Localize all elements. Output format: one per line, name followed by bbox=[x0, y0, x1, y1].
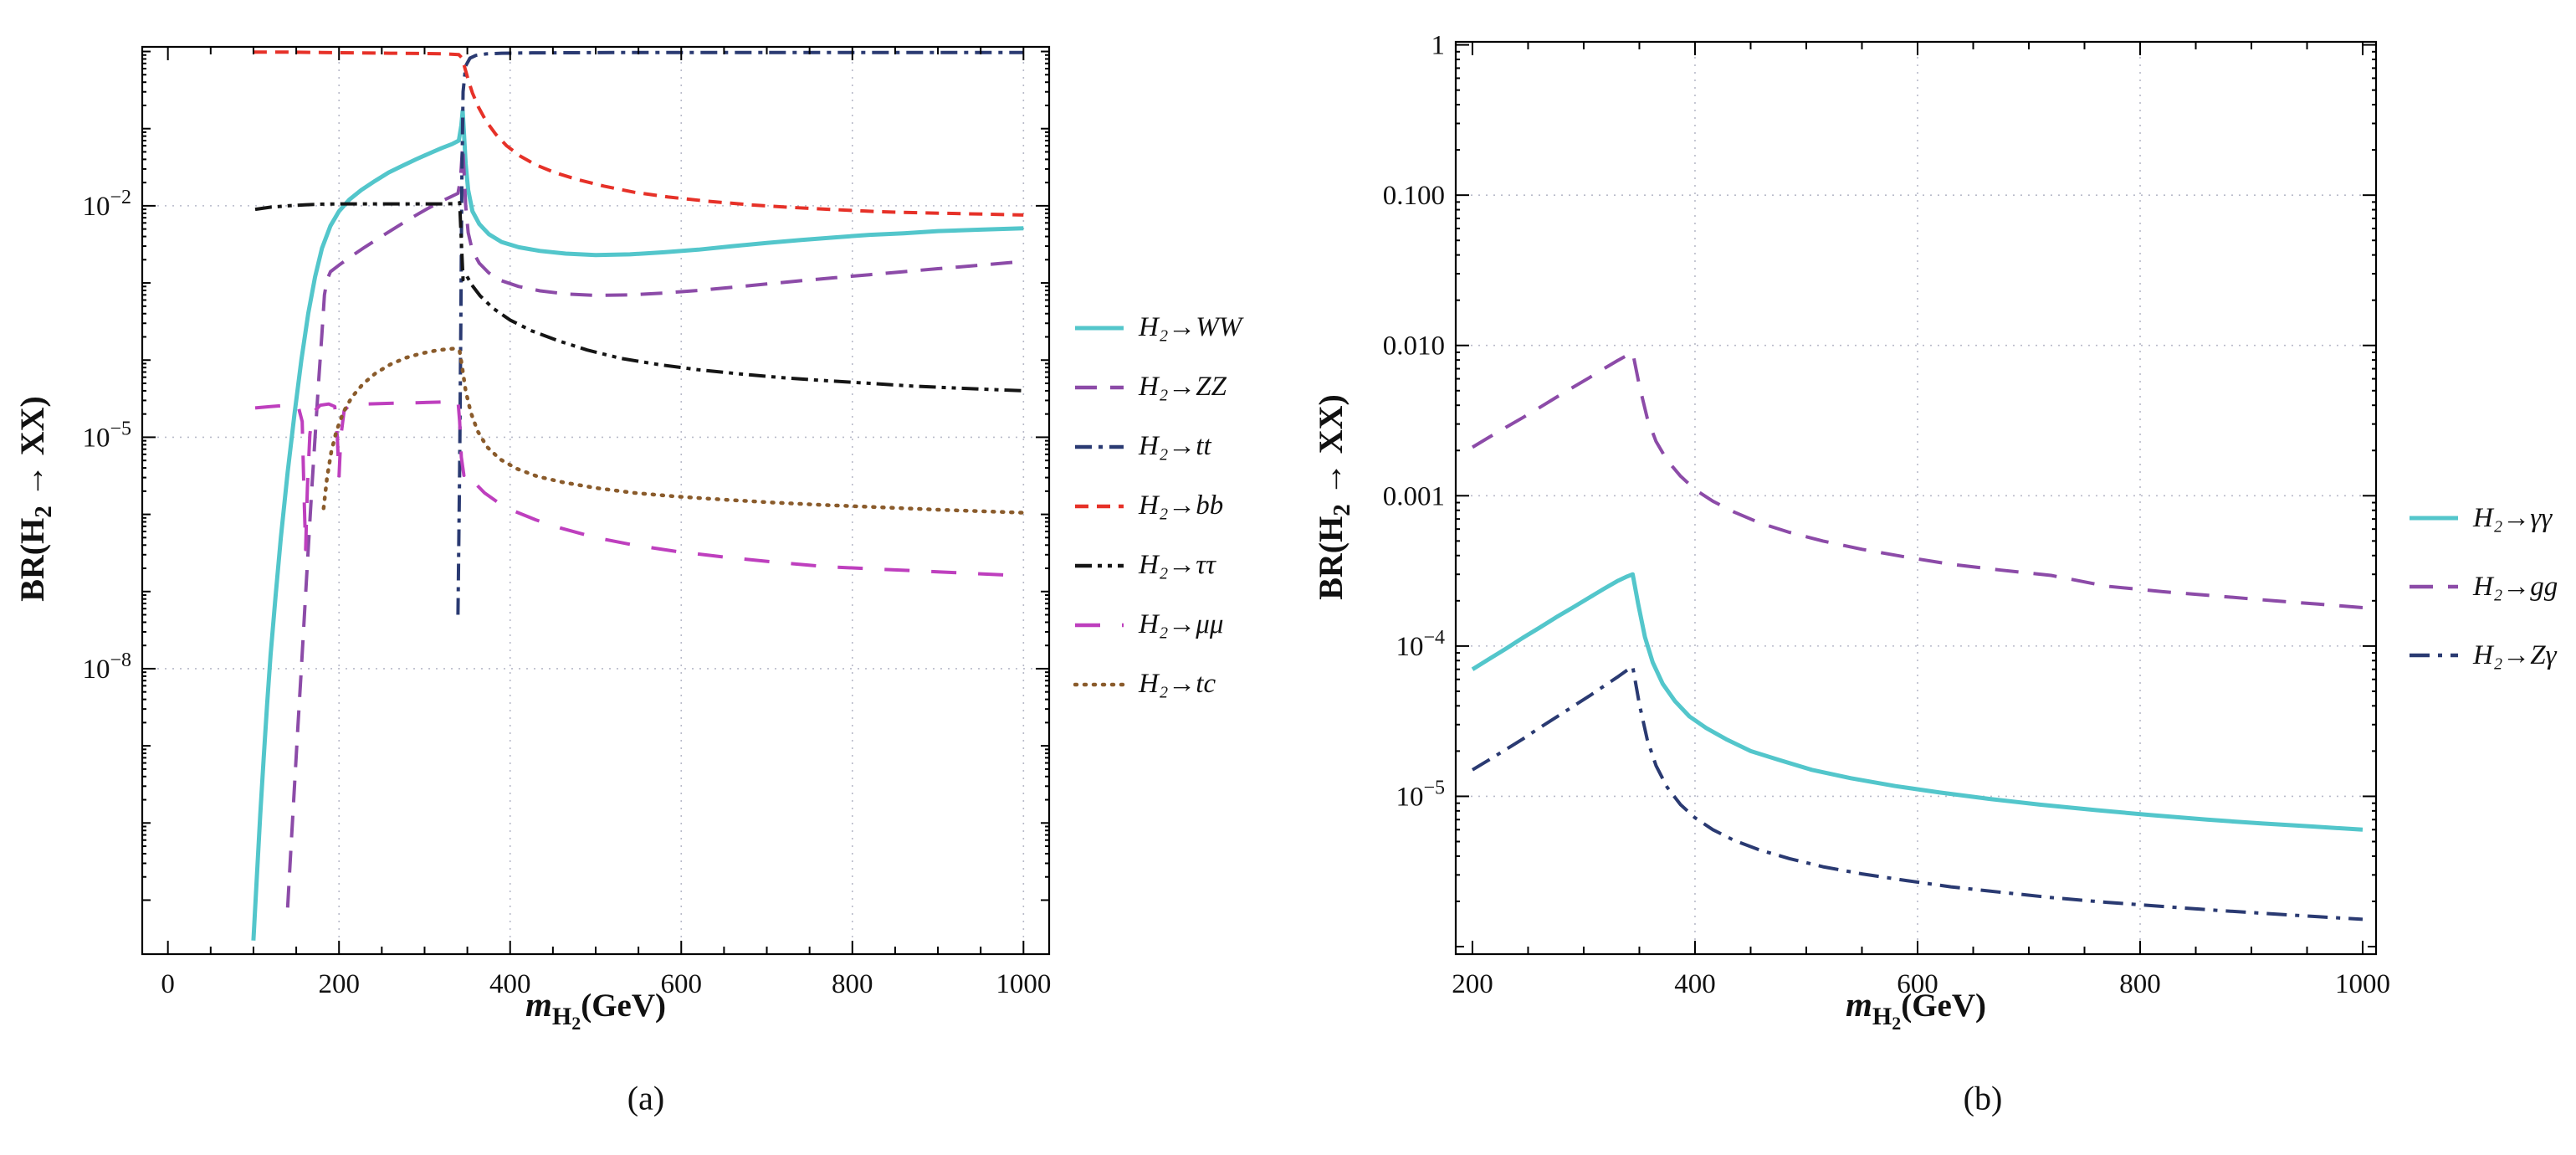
ylabel-sub: 2 bbox=[30, 506, 57, 518]
legend-line-Zgamma bbox=[2410, 653, 2458, 658]
chart-b-plot: 200 400 600 800 1000 1 0.100 0.010 0.001 10−4 10−5 bbox=[1383, 31, 2390, 999]
y-tick-label: 0.010 bbox=[1383, 331, 1445, 362]
curve-gammagamma bbox=[1471, 572, 2363, 832]
y-tick-label: 10−5 bbox=[82, 418, 131, 453]
y-tick-label: 10−4 bbox=[1396, 627, 1445, 662]
xlabel-sub-sub: 2 bbox=[1892, 1013, 1902, 1034]
legend-label-tt: H₂→tt bbox=[1139, 431, 1211, 461]
legend-item-tc: H₂→tc bbox=[1073, 654, 1242, 714]
legend-label-bb: H₂→bb bbox=[1139, 490, 1224, 521]
gridlines bbox=[142, 47, 1049, 954]
chart-b-xlabel: mH2(GeV) bbox=[1846, 984, 1986, 1034]
x-tick-label: 800 bbox=[2119, 969, 2161, 999]
curve-tautau bbox=[254, 201, 1024, 393]
y-tick-label: 10−8 bbox=[82, 649, 131, 685]
chart-a-xlabel: mH2(GeV) bbox=[525, 984, 666, 1034]
chart-b-legend: H₂→γγ H₂→gg H₂→Zγ bbox=[2408, 484, 2558, 690]
ylabel-sub: 2 bbox=[1329, 504, 1355, 516]
curve-WW bbox=[251, 109, 1024, 941]
x-tick-label: 600 bbox=[661, 969, 703, 999]
xlabel-unit: (GeV) bbox=[581, 988, 667, 1024]
ticks bbox=[1456, 42, 2376, 954]
legend-line-gg bbox=[2410, 584, 2458, 589]
legend-label-gammagamma: H₂→γγ bbox=[2473, 502, 2553, 533]
legend-item-tt: H₂→tt bbox=[1073, 417, 1242, 476]
panel-b: 200 400 600 800 1000 1 0.100 0.010 0.001 10−4 10−5… bbox=[1305, 0, 2576, 1155]
curve-gg bbox=[1471, 351, 2363, 609]
legend-item-bb: H₂→bb bbox=[1073, 476, 1242, 536]
panel-a: 0 200 400 600 800 1000 10−2 10−5 10−8 BR(H2 → XX… bbox=[13, 45, 1242, 1117]
legend-line-tautau bbox=[1075, 563, 1124, 567]
legend-item-Zgamma: H₂→Zγ bbox=[2408, 621, 2558, 690]
series-group bbox=[1471, 351, 2363, 921]
legend-line-bb bbox=[1075, 504, 1124, 508]
caption-b: (b) bbox=[1963, 1079, 2003, 1117]
legend-label-gg: H₂→gg bbox=[2473, 571, 2558, 602]
legend-item-gg: H₂→gg bbox=[2408, 552, 2558, 621]
y-tick-label: 1 bbox=[1431, 31, 1446, 61]
curve-bb bbox=[253, 50, 1024, 217]
tick-labels: 0 200 400 600 800 1000 10−2 10−5 10−8 bbox=[82, 187, 1051, 999]
x-tick-label: 200 bbox=[1452, 969, 1493, 999]
xlabel-var: m bbox=[525, 985, 552, 1024]
ylabel-text-2: → XX) bbox=[1312, 394, 1349, 505]
legend-label-mumu: H₂→μμ bbox=[1139, 609, 1224, 639]
curve-ZZ bbox=[285, 144, 1024, 908]
legend-line-tt bbox=[1075, 444, 1124, 449]
x-tick-label: 0 bbox=[161, 969, 175, 999]
x-tick-label: 400 bbox=[1674, 969, 1716, 999]
legend-label-tc: H₂→tc bbox=[1139, 669, 1216, 699]
xlabel-unit: (GeV) bbox=[1901, 988, 1987, 1024]
caption-a: (a) bbox=[627, 1079, 665, 1117]
chart-b-ylabel: BR(H2 → XX) bbox=[1311, 394, 1356, 600]
xlabel-sub-main: H bbox=[551, 1003, 572, 1030]
curve-tt bbox=[456, 50, 1024, 615]
ylabel-text: BR(H bbox=[1312, 516, 1349, 600]
legend-line-WW bbox=[1075, 326, 1124, 330]
ylabel-text-2: → XX) bbox=[13, 396, 51, 506]
curve-tc bbox=[321, 346, 1026, 515]
x-tick-label: 1000 bbox=[2335, 969, 2390, 999]
x-tick-label: 800 bbox=[832, 969, 873, 999]
plot-frame bbox=[1454, 40, 2378, 956]
y-tick-label: 0.100 bbox=[1383, 181, 1445, 211]
legend-label-ZZ: H₂→ZZ bbox=[1139, 372, 1227, 402]
tick-labels: 200 400 600 800 1000 1 0.100 0.010 0.001 10−4 10−5 bbox=[1383, 31, 2390, 999]
ticks bbox=[142, 47, 1049, 954]
legend-item-tautau: H₂→ττ bbox=[1073, 536, 1242, 595]
x-tick-label: 200 bbox=[318, 969, 360, 999]
legend-label-tautau: H₂→ττ bbox=[1139, 550, 1216, 580]
y-tick-label: 10−5 bbox=[1396, 777, 1445, 812]
legend-item-ZZ: H₂→ZZ bbox=[1073, 357, 1242, 417]
legend-item-WW: H₂→WW bbox=[1073, 298, 1242, 357]
chart-a-ylabel: BR(H2 → XX) bbox=[13, 396, 58, 602]
legend-line-gammagamma bbox=[2410, 516, 2458, 521]
gridlines bbox=[1456, 42, 2376, 954]
series-group bbox=[251, 50, 1026, 941]
x-tick-label: 400 bbox=[489, 969, 531, 999]
legend-item-gammagamma: H₂→γγ bbox=[2408, 484, 2558, 552]
legend-label-WW: H₂→WW bbox=[1139, 312, 1242, 342]
legend-label-Zgamma: H₂→Zγ bbox=[2473, 639, 2557, 670]
x-tick-label: 1000 bbox=[996, 969, 1051, 999]
ylabel-text: BR(H bbox=[13, 517, 51, 602]
y-tick-label: 0.001 bbox=[1383, 481, 1445, 511]
legend-line-ZZ bbox=[1075, 385, 1124, 389]
chart-a-plot: 0 200 400 600 800 1000 10−2 10−5 10−8 bbox=[82, 45, 1051, 999]
legend-line-mumu bbox=[1075, 623, 1124, 627]
curve-mumu bbox=[254, 398, 1024, 578]
chart-a-legend: H₂→WW H₂→ZZ H₂→tt H₂→bb H₂→ττ H₂→μμ H₂→tc bbox=[1073, 298, 1242, 714]
xlabel-var: m bbox=[1845, 985, 1872, 1024]
xlabel-sub-sub: 2 bbox=[571, 1013, 581, 1034]
x-tick-label: 600 bbox=[1897, 969, 1938, 999]
curve-Zgamma bbox=[1471, 665, 2363, 921]
plot-frame bbox=[141, 45, 1051, 956]
legend-item-mumu: H₂→μμ bbox=[1073, 595, 1242, 654]
xlabel-sub-main: H bbox=[1872, 1003, 1892, 1030]
legend-line-tc bbox=[1073, 682, 1125, 686]
y-tick-label: 10−2 bbox=[82, 187, 131, 222]
